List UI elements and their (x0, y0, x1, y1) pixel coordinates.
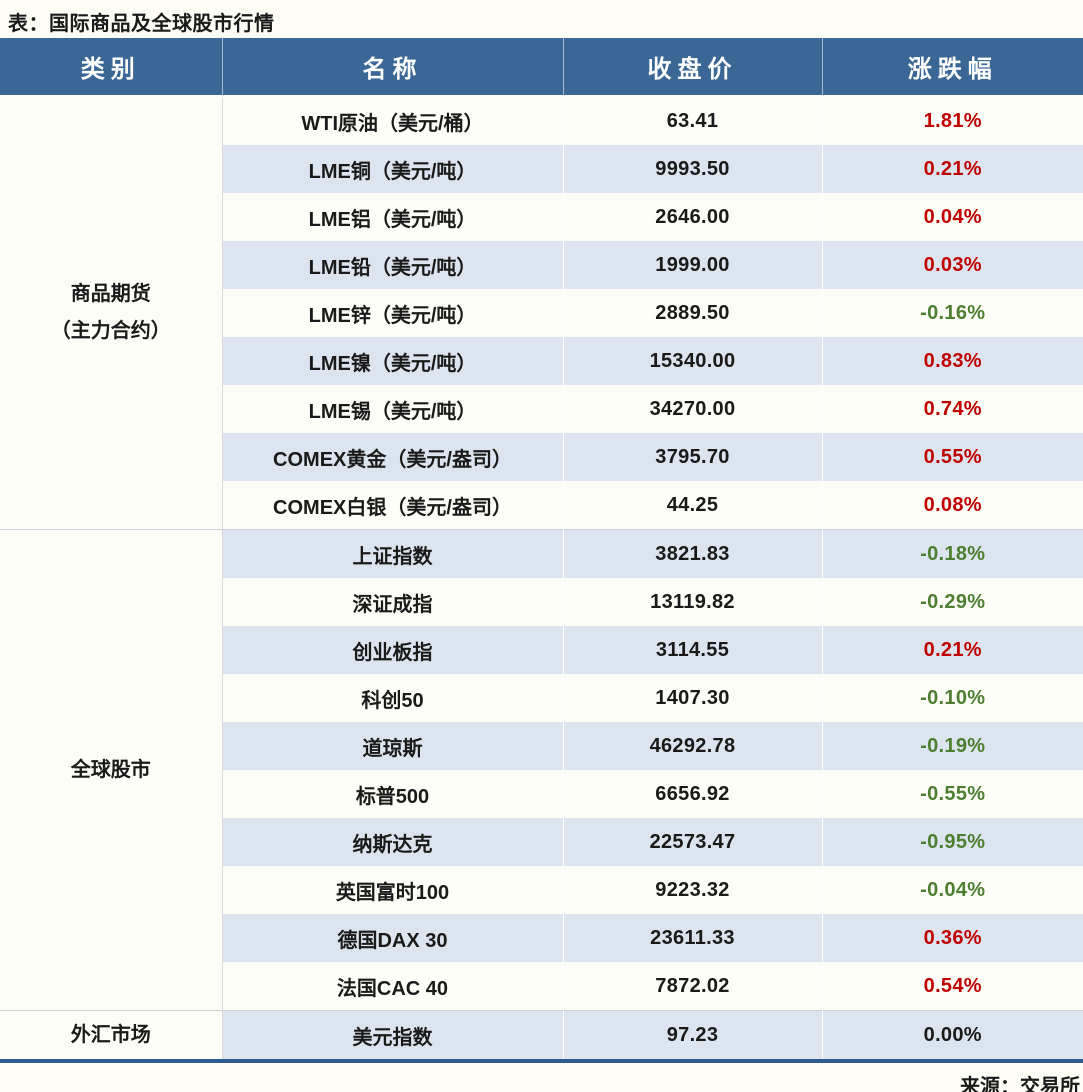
change-cell: -0.04% (822, 866, 1083, 914)
col-header-change: 涨跌幅 (822, 38, 1083, 97)
change-cell: 0.74% (822, 385, 1083, 433)
close-cell: 3821.83 (563, 529, 823, 578)
close-cell: 3795.70 (563, 433, 823, 481)
name-cell: 上证指数 (222, 529, 564, 578)
close-cell: 6656.92 (563, 770, 823, 818)
table-row: LME铝（美元/吨） 2646.00 0.04% (0, 193, 1083, 241)
change-cell: 0.21% (822, 626, 1083, 674)
table-row: 英国富时100 9223.32 -0.04% (0, 866, 1083, 914)
table-row: 商品期货 （主力合约） WTI原油（美元/桶） 63.41 1.81% (0, 96, 1083, 530)
table-row: 科创50 1407.30 -0.10% (0, 674, 1083, 722)
category-cell: 外汇市场 (0, 1010, 223, 1061)
name-cell: 创业板指 (222, 626, 564, 674)
table-row: 德国DAX 30 23611.33 0.36% (0, 914, 1083, 962)
name-cell: WTI原油（美元/桶） (222, 96, 564, 145)
close-cell: 9993.50 (563, 145, 823, 193)
change-cell: -0.10% (822, 674, 1083, 722)
close-cell: 13119.82 (563, 578, 823, 626)
close-cell: 1999.00 (563, 241, 823, 289)
table-row: 道琼斯 46292.78 -0.19% (0, 722, 1083, 770)
change-cell: 0.04% (822, 193, 1083, 241)
change-cell: 0.55% (822, 433, 1083, 481)
table-row: COMEX黄金（美元/盎司） 3795.70 0.55% (0, 433, 1083, 481)
close-cell: 63.41 (563, 96, 823, 145)
name-cell: LME锡（美元/吨） (222, 385, 564, 433)
close-cell: 44.25 (563, 481, 823, 530)
change-cell: 0.54% (822, 962, 1083, 1011)
name-cell: LME铅（美元/吨） (222, 241, 564, 289)
change-cell: 0.08% (822, 481, 1083, 530)
change-cell: -0.18% (822, 529, 1083, 578)
category-label: （主力合约） (50, 320, 171, 342)
change-cell: 0.83% (822, 337, 1083, 385)
close-cell: 2889.50 (563, 289, 823, 337)
change-cell: 0.36% (822, 914, 1083, 962)
change-cell: 0.00% (822, 1010, 1083, 1061)
table-row: LME铅（美元/吨） 1999.00 0.03% (0, 241, 1083, 289)
name-cell: LME镍（美元/吨） (222, 337, 564, 385)
table-row: 外汇市场 美元指数 97.23 0.00% (0, 1010, 1083, 1061)
table-row: 创业板指 3114.55 0.21% (0, 626, 1083, 674)
change-cell: -0.55% (822, 770, 1083, 818)
change-cell: -0.95% (822, 818, 1083, 866)
close-cell: 3114.55 (563, 626, 823, 674)
change-cell: 0.21% (822, 145, 1083, 193)
change-cell: -0.19% (822, 722, 1083, 770)
table-header: 类别 名称 收盘价 涨跌幅 (0, 38, 1083, 97)
table-body: 商品期货 （主力合约） WTI原油（美元/桶） 63.41 1.81% LME铜（美元/吨… (0, 96, 1083, 1061)
close-cell: 23611.33 (563, 914, 823, 962)
name-cell: COMEX黄金（美元/盎司） (222, 433, 564, 481)
name-cell: COMEX白银（美元/盎司） (222, 481, 564, 530)
name-cell: 英国富时100 (222, 866, 564, 914)
name-cell: 深证成指 (222, 578, 564, 626)
table-title: 表：国际商品及全球股市行情 (8, 13, 275, 35)
table-row: LME锌（美元/吨） 2889.50 -0.16% (0, 289, 1083, 337)
change-cell: 0.03% (822, 241, 1083, 289)
col-header-name: 名称 (222, 38, 564, 97)
col-header-category: 类别 (0, 38, 223, 97)
category-cell: 全球股市 (0, 529, 223, 1011)
name-cell: 法国CAC 40 (222, 962, 564, 1011)
change-cell: -0.29% (822, 578, 1083, 626)
table-row: 标普500 6656.92 -0.55% (0, 770, 1083, 818)
table-row: LME铜（美元/吨） 9993.50 0.21% (0, 145, 1083, 193)
change-cell: 1.81% (822, 96, 1083, 145)
name-cell: 标普500 (222, 770, 564, 818)
table-row: LME镍（美元/吨） 15340.00 0.83% (0, 337, 1083, 385)
close-cell: 9223.32 (563, 866, 823, 914)
name-cell: LME锌（美元/吨） (222, 289, 564, 337)
source-note: 来源：交易所 (960, 1076, 1080, 1092)
name-cell: LME铝（美元/吨） (222, 193, 564, 241)
table-row: COMEX白银（美元/盎司） 44.25 0.08% (0, 481, 1083, 530)
category-label: 商品期货 (70, 283, 151, 305)
close-cell: 22573.47 (563, 818, 823, 866)
table-row: 深证成指 13119.82 -0.29% (0, 578, 1083, 626)
header-row: 类别 名称 收盘价 涨跌幅 (0, 38, 1083, 97)
close-cell: 97.23 (563, 1010, 823, 1061)
close-cell: 15340.00 (563, 337, 823, 385)
close-cell: 1407.30 (563, 674, 823, 722)
close-cell: 46292.78 (563, 722, 823, 770)
name-cell: 科创50 (222, 674, 564, 722)
category-label: 全球股市 (70, 758, 151, 781)
market-table: 类别 名称 收盘价 涨跌幅 商品期货 （主力合约） WTI原油（美元/桶） 63.41… (0, 38, 1083, 1063)
close-cell: 2646.00 (563, 193, 823, 241)
name-cell: 纳斯达克 (222, 818, 564, 866)
name-cell: 美元指数 (222, 1010, 564, 1061)
name-cell: 德国DAX 30 (222, 914, 564, 962)
table-row: 纳斯达克 22573.47 -0.95% (0, 818, 1083, 866)
table-row: LME锡（美元/吨） 34270.00 0.74% (0, 385, 1083, 433)
name-cell: LME铜（美元/吨） (222, 145, 564, 193)
change-cell: -0.16% (822, 289, 1083, 337)
close-cell: 7872.02 (563, 962, 823, 1011)
close-cell: 34270.00 (563, 385, 823, 433)
col-header-close: 收盘价 (563, 38, 823, 97)
table-row: 法国CAC 40 7872.02 0.54% (0, 962, 1083, 1011)
category-label: 外汇市场 (70, 1023, 151, 1046)
name-cell: 道琼斯 (222, 722, 564, 770)
table-row: 全球股市 上证指数 3821.83 -0.18% (0, 529, 1083, 1011)
category-cell: 商品期货 （主力合约） (0, 96, 223, 530)
